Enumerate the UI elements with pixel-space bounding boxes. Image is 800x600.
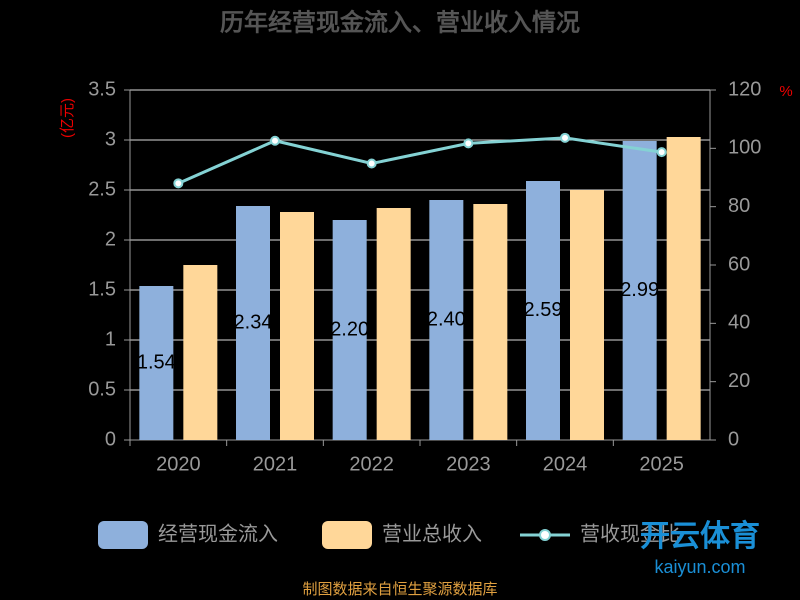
y-tick-label: 2 — [105, 228, 116, 250]
data-label: 2.40 — [427, 308, 466, 330]
y-axis-label: (亿元) — [59, 98, 76, 138]
bar — [280, 212, 314, 440]
x-tick-label: 2020 — [156, 453, 201, 475]
line-point — [463, 138, 474, 149]
bar — [376, 208, 411, 440]
y-tick-label: 2.5 — [88, 178, 116, 200]
line-point — [560, 132, 570, 143]
y2-tick-label: 80 — [728, 195, 750, 217]
y-tick-label: 1 — [105, 328, 116, 350]
bar — [183, 265, 218, 440]
chart-title: 历年经营现金流入、营业收入情况 — [220, 8, 580, 36]
line-point — [366, 158, 377, 169]
bar — [526, 181, 560, 440]
y-tick-label: 1.5 — [88, 278, 116, 300]
legend-label: 营收现金比 — [580, 522, 680, 545]
y2-tick-label: 100 — [728, 137, 761, 159]
source-note: 制图数据来自恒生聚源数据库 — [302, 581, 497, 598]
bar — [332, 220, 367, 440]
bar — [139, 286, 174, 440]
legend-swatch — [539, 529, 551, 541]
bar — [666, 137, 701, 440]
y-tick-label: 3 — [105, 128, 116, 150]
line — [177, 136, 662, 185]
x-tick-label: 2025 — [639, 453, 684, 475]
data-label: 2.34 — [234, 311, 273, 333]
y-tick-label: 0.5 — [88, 378, 116, 400]
data-label: 2.59 — [524, 299, 563, 321]
bar — [473, 204, 508, 440]
bar — [622, 141, 657, 440]
y2-axis-label: % — [779, 83, 792, 100]
bar — [570, 190, 604, 440]
watermark: 开云体育 — [640, 519, 760, 553]
x-tick-label: 2023 — [446, 453, 491, 475]
bar — [236, 206, 270, 440]
y2-tick-label: 60 — [728, 253, 750, 275]
data-label: 2.99 — [620, 279, 659, 301]
legend-swatch — [98, 521, 148, 549]
x-tick-label: 2022 — [349, 453, 394, 475]
y2-tick-label: 0 — [728, 428, 739, 450]
watermark: kaiyun.com — [654, 557, 745, 577]
data-label: 2.20 — [330, 318, 369, 340]
line-point — [173, 178, 184, 189]
data-label: 1.54 — [137, 351, 176, 373]
legend-label: 营业总收入 — [382, 522, 482, 545]
x-tick-label: 2024 — [543, 453, 588, 475]
line-point — [270, 135, 280, 146]
y2-tick-label: 40 — [728, 312, 750, 334]
x-tick-label: 2021 — [253, 453, 298, 475]
legend-swatch — [322, 521, 372, 549]
bar — [429, 200, 464, 440]
y-tick-label: 0 — [105, 428, 116, 450]
y-tick-label: 3.5 — [88, 78, 116, 100]
legend-label: 经营现金流入 — [158, 522, 278, 545]
line-point — [656, 147, 667, 158]
y2-tick-label: 120 — [728, 78, 761, 100]
y2-tick-label: 20 — [728, 370, 750, 392]
